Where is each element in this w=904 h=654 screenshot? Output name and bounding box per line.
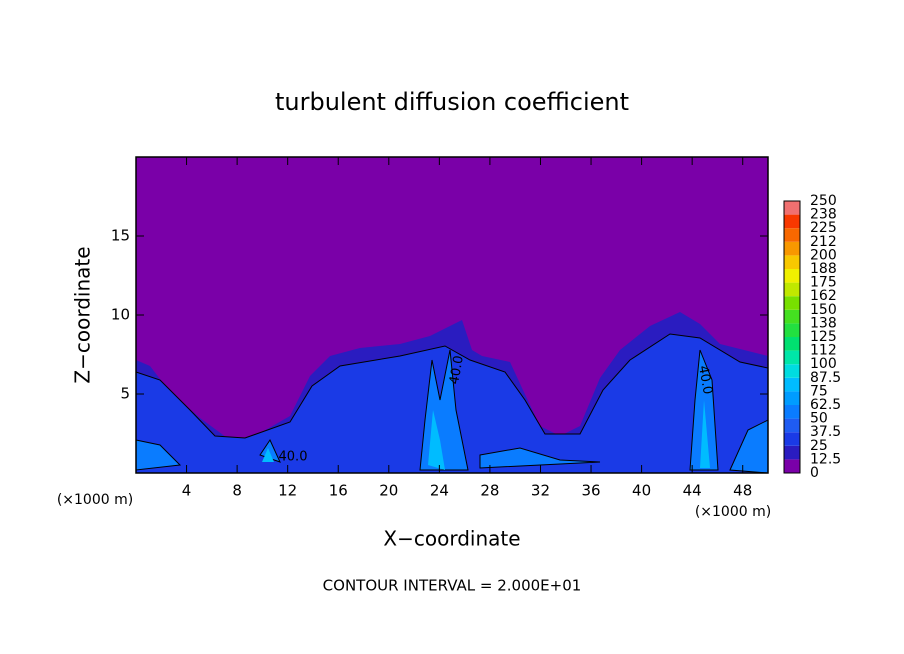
colorbar-label: 75 [810, 383, 828, 399]
x-tick-label: 32 [531, 482, 550, 500]
colorbar-frame [783, 200, 801, 474]
colorbar-band [784, 350, 800, 365]
colorbar-band [784, 296, 800, 310]
colorbar-band [784, 364, 800, 378]
y-tick-label: 5 [120, 385, 130, 403]
colorbar-label: 100 [810, 356, 837, 372]
x-axis-label: X−coordinate [383, 527, 520, 551]
footnote: CONTOUR INTERVAL = 2.000E+01 [323, 577, 582, 595]
x-tick-label: 24 [430, 482, 449, 500]
colorbar-label: 250 [810, 193, 837, 209]
x-tick-label: 48 [733, 482, 752, 500]
colorbar-label: 12.5 [810, 451, 841, 467]
x-units: (×1000 m) [695, 504, 771, 520]
colorbar-label: 0 [810, 465, 819, 481]
colorbar-label: 175 [810, 275, 837, 291]
colorbar-band [784, 323, 800, 337]
contour-label: 40.0 [695, 364, 715, 395]
contour-label: 40.0 [279, 450, 308, 465]
colorbar-band [784, 201, 800, 215]
colorbar-band [784, 214, 800, 229]
colorbar-label: 62.5 [810, 397, 841, 413]
colorbar-label: 150 [810, 302, 837, 318]
contour-label: 40.0 [447, 354, 467, 385]
x-tick-label: 36 [581, 482, 600, 500]
x-tick-label: 16 [329, 482, 348, 500]
y-units: (×1000 m) [57, 492, 133, 508]
colorbar-band [784, 282, 800, 297]
colorbar-label: 188 [810, 261, 837, 277]
colorbar-band [784, 337, 800, 351]
colorbar-label: 225 [810, 220, 837, 236]
x-tick-label: 40 [632, 482, 651, 500]
colorbar-band [784, 241, 800, 256]
colorbar-band [784, 309, 800, 324]
colorbar-band [784, 445, 800, 460]
colorbar-band [784, 377, 800, 392]
colorbar-label: 238 [810, 207, 837, 223]
colorbar-label: 162 [810, 288, 837, 304]
colorbar-band [784, 405, 800, 419]
colorbar-label: 138 [810, 315, 837, 331]
x-tick-label: 28 [480, 482, 499, 500]
colorbar-label: 200 [810, 247, 837, 263]
x-tick-label: 4 [182, 482, 192, 500]
x-tick-label: 20 [379, 482, 398, 500]
colorbar-band [784, 228, 800, 242]
colorbar-band [784, 269, 800, 283]
x-tick-label: 8 [232, 482, 242, 500]
y-tick-label: 10 [111, 306, 130, 324]
colorbar-band [784, 255, 800, 269]
colorbar-label: 37.5 [810, 424, 841, 440]
chart-title: turbulent diffusion coefficient [275, 88, 629, 116]
colorbar-label: 87.5 [810, 370, 841, 386]
colorbar-label: 112 [810, 343, 837, 359]
x-tick-label: 12 [278, 482, 297, 500]
colorbar-label: 212 [810, 234, 837, 250]
colorbar-band [784, 391, 800, 405]
contour-field [135, 157, 769, 474]
colorbar-label: 125 [810, 329, 837, 345]
field-region [135, 349, 769, 474]
colorbar-label: 50 [810, 411, 828, 427]
colorbar-band [784, 459, 800, 473]
x-tick-label: 44 [683, 482, 702, 500]
y-axis-label: Z−coordinate [71, 246, 95, 383]
colorbar-band [784, 418, 800, 433]
colorbar-band [784, 432, 800, 446]
y-tick-label: 15 [111, 227, 130, 245]
colorbar-label: 25 [810, 438, 828, 454]
